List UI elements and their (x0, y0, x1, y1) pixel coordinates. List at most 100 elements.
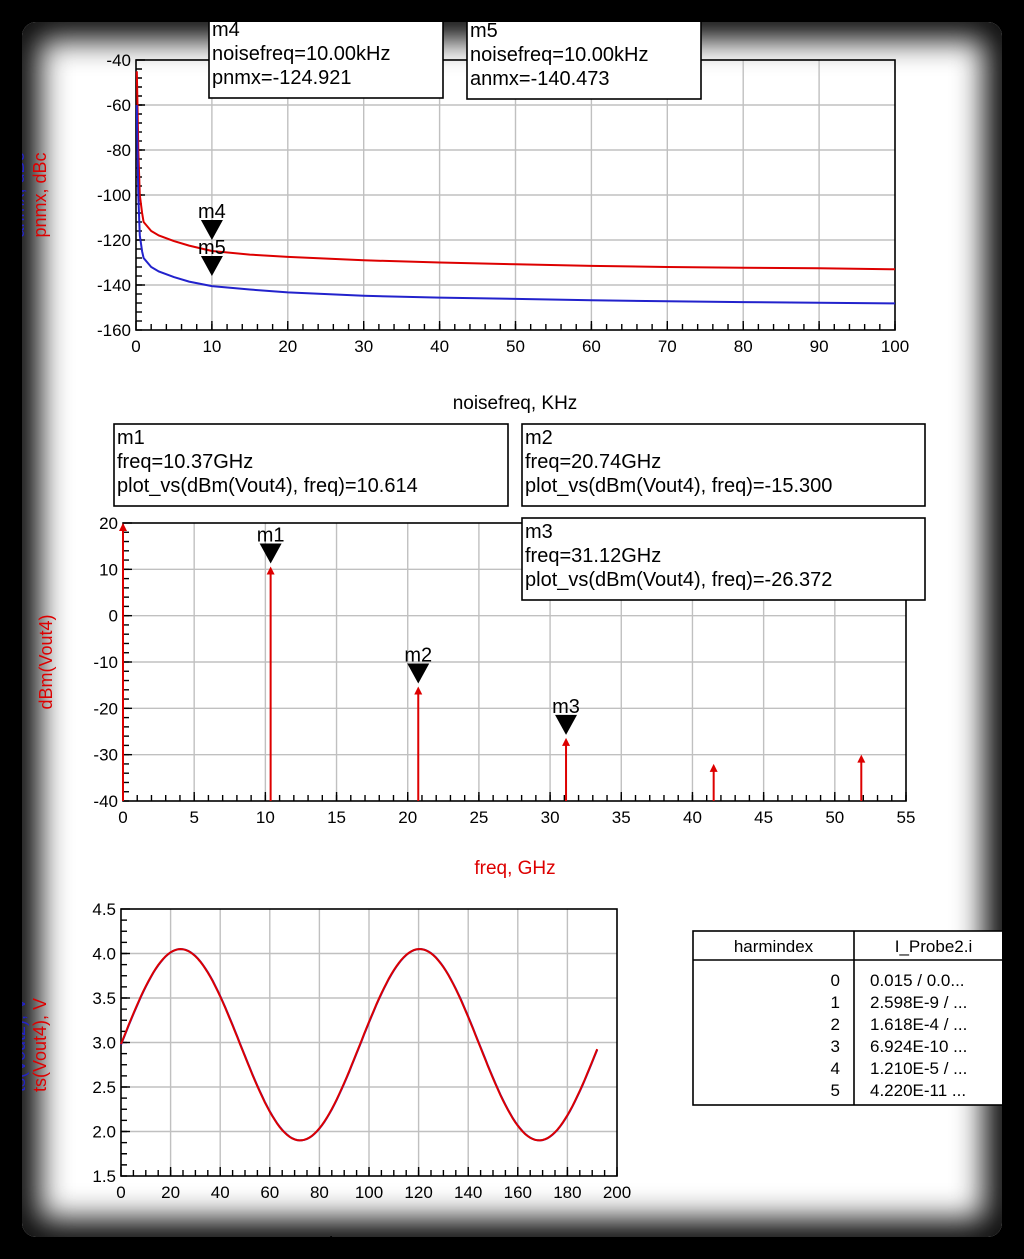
x-tick-label: 15 (327, 808, 346, 827)
y-axis-label: ts(Vout2), V (22, 998, 29, 1092)
x-tick-label: 50 (506, 337, 525, 356)
x-tick-label: 10 (202, 337, 221, 356)
marker-triangle-icon (407, 663, 430, 684)
marker-readout-line: freq=31.12GHz (525, 545, 661, 567)
y-tick-label: -80 (106, 141, 131, 160)
table-cell: 1.210E-5 / ... (870, 1059, 967, 1078)
y-tick-label: -40 (106, 51, 131, 70)
marker-readout-line: plot_vs(dBm(Vout4), freq)=-15.300 (525, 475, 832, 497)
x-tick-label: 20 (398, 808, 417, 827)
harmonics-table: harmindex I_Probe2.i 0 0.015 / 0.0... 1 2.598… (692, 930, 1002, 1106)
y-tick-label: -120 (97, 231, 131, 250)
y-tick-label: -100 (97, 186, 131, 205)
phase-noise-chart: 0 10 20 30 40 50 60 70 80 90 100 -40 -60 -80 -100 -120 -… (22, 22, 909, 414)
marker-readout-line: freq=20.74GHz (525, 451, 661, 473)
y-tick-label: -40 (93, 792, 118, 811)
marker-readout-line: m3 (525, 521, 553, 543)
x-tick-label: 80 (734, 337, 753, 356)
y-axis-label: dBm(Vout4) (36, 614, 56, 709)
y-tick-label: -30 (93, 746, 118, 765)
y-tick-label: 3.5 (92, 989, 116, 1008)
marker-label: m1 (257, 524, 285, 546)
x-tick-label: 100 (355, 1183, 383, 1202)
series-line-pnmx (135, 71, 896, 271)
marker-readout-line: freq=10.37GHz (117, 451, 253, 473)
marker-triangle-icon (555, 714, 578, 735)
table-cell: 2 (831, 1015, 840, 1034)
table-cell: 4.220E-11 ... (870, 1081, 966, 1100)
x-axis-label: freq, GHz (474, 858, 555, 879)
x-tick-label: 5 (189, 808, 198, 827)
x-tick-label: 80 (310, 1183, 329, 1202)
series-line-anmx (135, 104, 896, 305)
x-tick-label: 0 (118, 808, 127, 827)
marker-readout-line: m5 (470, 22, 498, 42)
y-tick-label: 4.0 (92, 945, 116, 964)
y-axis-label: ts(Vout4), V (30, 998, 50, 1092)
x-tick-label: 30 (541, 808, 560, 827)
y-tick-label: -160 (97, 321, 131, 340)
marker-triangle-icon (259, 543, 282, 564)
x-tick-label: 60 (582, 337, 601, 356)
plot-window: 0 10 20 30 40 50 60 70 80 90 100 -40 -60 -80 -100 -120-… (22, 22, 1002, 1237)
x-tick-label: 20 (278, 337, 297, 356)
table-cell: 4 (831, 1059, 840, 1078)
x-tick-label: 140 (454, 1183, 482, 1202)
marker-label: m5 (198, 237, 226, 259)
y-tick-label: -10 (93, 653, 118, 672)
x-tick-label: 35 (612, 808, 631, 827)
marker-readout-line: anmx=-140.473 (470, 68, 610, 90)
marker-readout-box (466, 22, 702, 100)
spectral-line-arrow (562, 737, 571, 746)
marker-readout-box (521, 423, 926, 507)
x-tick-label: 40 (430, 337, 449, 356)
y-tick-label: 20 (99, 514, 118, 533)
x-tick-label: 50 (825, 808, 844, 827)
x-tick-label: 160 (504, 1183, 532, 1202)
marker-readout-line: m2 (525, 427, 553, 449)
y-tick-label: 4.5 (92, 900, 116, 919)
x-tick-label: 60 (260, 1183, 279, 1202)
x-tick-label: 55 (897, 808, 916, 827)
x-tick-label: 90 (810, 337, 829, 356)
table-cell: 1 (831, 993, 840, 1012)
x-tick-label: 45 (754, 808, 773, 827)
x-tick-label: 40 (683, 808, 702, 827)
table-cell: 0.015 / 0.0... (870, 971, 965, 990)
plots-canvas: 0 10 20 30 40 50 60 70 80 90 100-40-60-80-100-120-… (22, 22, 1002, 1237)
spectral-line-arrow (709, 763, 718, 772)
y-axis-label: pnmx, dBc (30, 152, 50, 237)
marker-label: m3 (552, 696, 580, 718)
spectral-line-arrow (119, 523, 127, 531)
x-axis-label: time, psec (324, 1234, 411, 1237)
x-tick-label: 70 (658, 337, 677, 356)
x-tick-label: 20 (161, 1183, 180, 1202)
x-tick-label: 10 (256, 808, 275, 827)
marker-readout-line: plot_vs(dBm(Vout4), freq)=10.614 (117, 475, 418, 497)
marker-readout-line: plot_vs(dBm(Vout4), freq)=-26.372 (525, 569, 832, 591)
y-tick-label: -20 (93, 699, 118, 718)
spectral-line-arrow (266, 566, 275, 575)
x-tick-label: 180 (553, 1183, 581, 1202)
y-tick-label: 2.5 (92, 1078, 116, 1097)
marker-label: m2 (404, 645, 432, 667)
x-tick-label: 120 (404, 1183, 432, 1202)
time-domain-chart: 0 20 40 60 80 100 120 140 160 180 200 4.5 4.0 3.5 3.0 2… (22, 900, 631, 1237)
x-tick-label: 200 (603, 1183, 631, 1202)
y-tick-label: 0 (109, 607, 118, 626)
marker-label: m4 (198, 201, 226, 223)
x-tick-label: 0 (131, 337, 140, 356)
marker-triangle-icon (200, 256, 223, 276)
table-cell: 0 (831, 971, 840, 990)
spectrum-chart: 0 5 10 15 20 25 30 35 40 45 50 55 20 10 0 -10 -20 -30 -40 f… (36, 423, 926, 879)
x-tick-label: 30 (354, 337, 373, 356)
table-cell: 5 (831, 1081, 840, 1100)
table-cell: 3 (831, 1037, 840, 1056)
table-cell: 2.598E-9 / ... (870, 993, 967, 1012)
y-axis-label: anmx, dBc (22, 152, 28, 237)
spectral-line-arrow (414, 686, 423, 695)
marker-readout-line: m4 (212, 22, 240, 41)
marker-readout-line: noisefreq=10.00kHz (470, 44, 648, 66)
x-axis-label: noisefreq, KHz (453, 393, 578, 414)
marker-readout-box (208, 22, 444, 99)
